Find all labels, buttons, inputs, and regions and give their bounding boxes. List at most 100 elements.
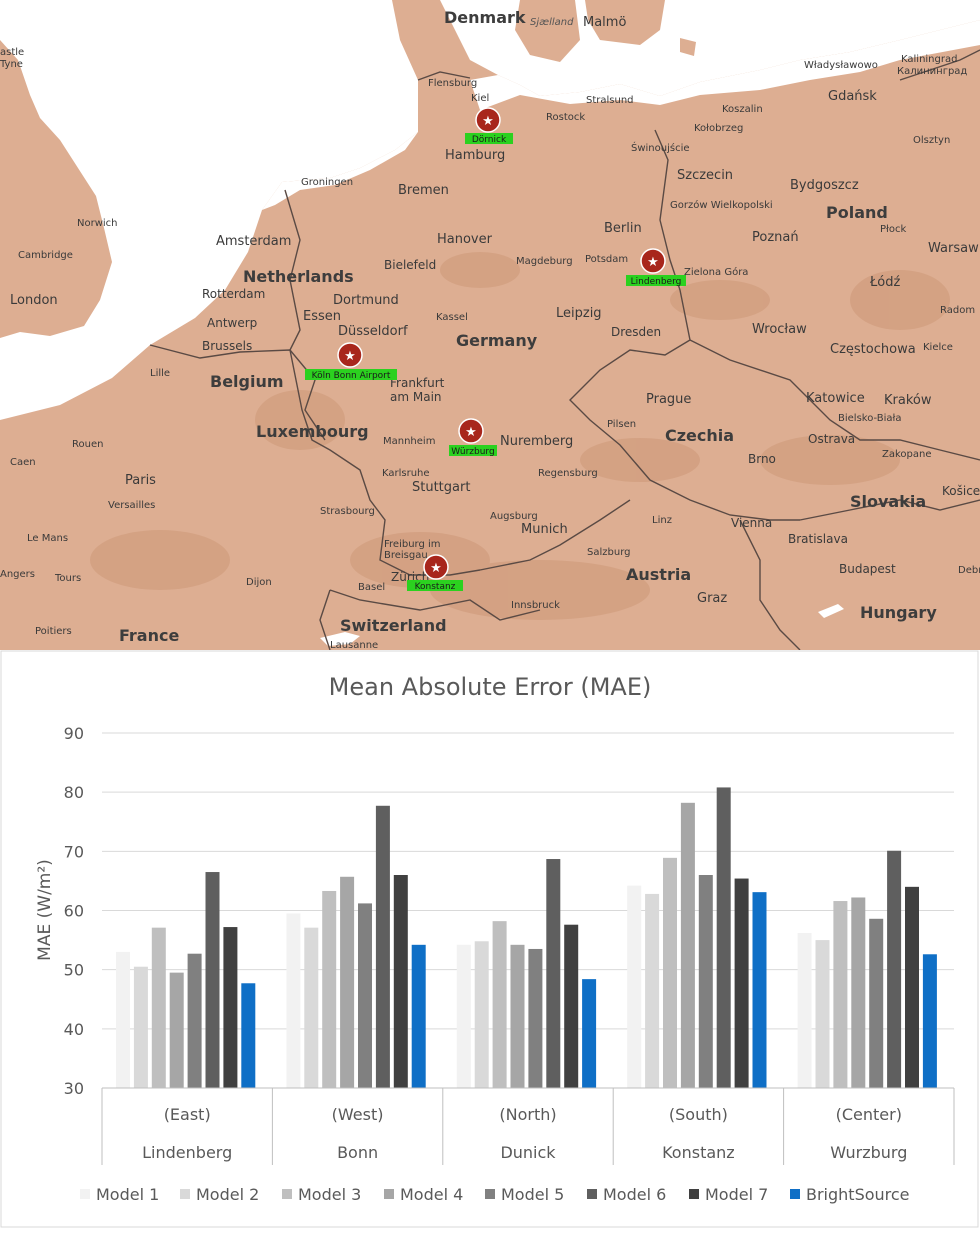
map-city-label: Groningen (301, 177, 353, 188)
map-city-label: Stralsund (586, 95, 634, 106)
map-city-label: Angers (0, 569, 35, 580)
map-city-label: Pilsen (607, 419, 636, 430)
map-city-label: Stuttgart (412, 480, 470, 495)
map-city-label: Świnoujście (631, 141, 690, 154)
bar-model-3 (492, 921, 507, 1088)
map-city-label: Kassel (436, 312, 468, 323)
map-city-label: Gdańsk (828, 89, 877, 104)
map-country-label: Czechia (665, 426, 734, 445)
map-city-label: Frankfurt (390, 376, 445, 390)
map-city-label: Norwich (77, 218, 118, 229)
map-city-label: Częstochowa (830, 342, 916, 357)
bar-model-2 (815, 940, 830, 1088)
station-marker-lindenberg[interactable]: ★ Lindenberg (626, 248, 686, 287)
star-icon: ★ (465, 425, 477, 440)
y-tick-label: 30 (64, 1079, 84, 1098)
legend-swatch (80, 1189, 90, 1199)
station-label: Köln Bonn Airport (312, 371, 391, 381)
map-city-label: Kielce (923, 342, 953, 353)
map-city-label: Košice (942, 484, 980, 498)
mae-bar-chart: Mean Absolute Error (MAE) MAE (W/m²) 30 4… (0, 650, 979, 1228)
land-skane (585, 0, 665, 45)
station-label: Konstanz (415, 582, 456, 592)
bar-model-7 (564, 924, 579, 1088)
map-city-label: Karlsruhe (382, 468, 430, 479)
bar-model-3 (663, 857, 677, 1088)
x-category-region: (West) (332, 1105, 384, 1124)
bar-model-5 (869, 918, 884, 1088)
map-city-label: Potsdam (585, 254, 628, 265)
map-city-label: Augsburg (490, 511, 538, 522)
map-city-label: Essen (303, 309, 341, 324)
map-city-label: Lille (150, 368, 170, 379)
station-marker-konstanz[interactable]: ★ Konstanz (407, 554, 463, 592)
bar-model-6 (716, 787, 731, 1088)
map-city-label: Dortmund (333, 293, 399, 308)
y-tick-label: 50 (64, 961, 84, 980)
land-continent (0, 0, 980, 650)
map-country-label: Germany (456, 331, 538, 350)
y-tick-label: 80 (64, 783, 84, 802)
map-city-label: Sjælland (530, 17, 574, 28)
map-city-label: London (10, 293, 58, 308)
land-bornholm (680, 38, 696, 56)
map-city-label: Antwerp (207, 316, 257, 330)
map-city-label: Dresden (611, 325, 661, 339)
legend-swatch (180, 1189, 190, 1199)
legend-item: Model 6 (587, 1185, 666, 1204)
map-city-label: Rostock (546, 112, 585, 123)
station-marker-wurzburg[interactable]: ★ Würzburg (449, 418, 497, 457)
y-tick-label: 40 (64, 1020, 84, 1039)
bar-model-7 (223, 927, 238, 1088)
map-city-label: Kaliningrad (901, 54, 957, 65)
x-category-region: (Center) (836, 1105, 902, 1124)
map-city-label: Kraków (884, 393, 932, 408)
map-city-label: Bielefeld (384, 258, 436, 272)
bar-model-1 (797, 932, 812, 1088)
y-axis-label: MAE (W/m²) (35, 859, 55, 961)
map-country-label: Slovakia (850, 492, 926, 511)
station-marker-dornick[interactable]: ★ Dörnick (465, 107, 513, 145)
legend-item: Model 3 (282, 1185, 361, 1204)
map-country-label: Denmark (444, 8, 526, 27)
bar-model-4 (510, 944, 525, 1088)
bar-brightsource (582, 979, 597, 1088)
bar-brightsource (752, 892, 767, 1088)
legend-label: Model 5 (501, 1185, 564, 1204)
map-city-label: Debr (958, 565, 980, 576)
map-city-label: am Main (390, 390, 442, 404)
map-city-label: Warsaw (928, 241, 979, 256)
map-country-label: Belgium (210, 372, 284, 391)
legend-label: Model 7 (705, 1185, 768, 1204)
map-city-label: Hamburg (445, 148, 505, 163)
legend-label: Model 3 (298, 1185, 361, 1204)
bar-model-4 (340, 876, 355, 1088)
map-city-label: Tyne (0, 59, 23, 70)
mae-chart-panel: Mean Absolute Error (MAE) MAE (W/m²) 30 4… (0, 650, 980, 1229)
bar-model-6 (205, 872, 220, 1088)
legend-swatch (485, 1189, 495, 1199)
legend-item: BrightSource (790, 1185, 910, 1204)
legend-label: Model 6 (603, 1185, 666, 1204)
baltic-sea (470, 20, 980, 110)
map-city-label: Amsterdam (216, 234, 291, 249)
station-marker-koln-bonn[interactable]: ★ Köln Bonn Airport (305, 342, 397, 381)
bar-model-2 (474, 941, 489, 1088)
x-category-site: Dunick (500, 1143, 556, 1162)
map-city-label: Brussels (202, 339, 252, 353)
map-city-label: Freiburg im (384, 539, 441, 550)
bar-model-1 (286, 913, 301, 1088)
map-city-label: Władysławowo (804, 60, 878, 71)
map-city-label: Bydgoszcz (790, 178, 859, 193)
land-great-britain (0, 40, 112, 338)
map-city-label: Katowice (806, 391, 865, 406)
bar-model-4 (851, 897, 866, 1088)
chart-title: Mean Absolute Error (MAE) (329, 673, 652, 701)
station-label: Würzburg (451, 447, 494, 457)
map-city-label: Basel (358, 582, 385, 593)
map-city-label: Strasbourg (320, 506, 375, 517)
map-city-label: Leipzig (556, 306, 602, 321)
legend-label: Model 4 (400, 1185, 463, 1204)
map-country-label: Luxembourg (256, 422, 369, 441)
bar-model-2 (645, 893, 660, 1088)
